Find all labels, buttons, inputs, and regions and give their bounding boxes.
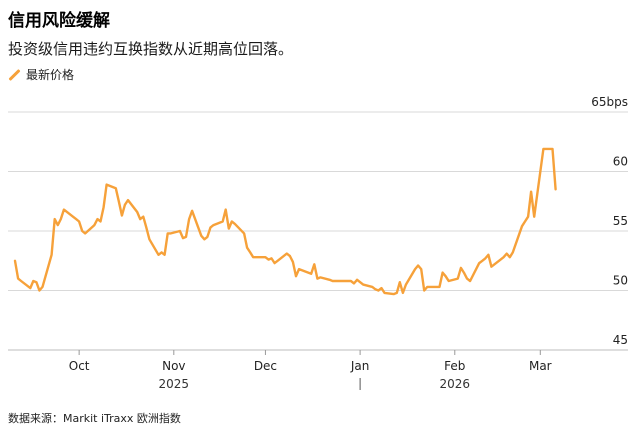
legend-label: 最新价格: [26, 68, 75, 82]
year-label: 2025: [159, 377, 190, 391]
x-tick-label: Dec: [254, 359, 277, 373]
y-tick-label: 45: [613, 333, 628, 347]
series-layer: [13, 147, 557, 296]
source-note: 数据来源：Markit iTraxx 欧洲指数: [8, 412, 181, 425]
x-tick-label: Jan: [350, 359, 370, 373]
y-tick-label: 50: [613, 274, 628, 288]
chart-title: 信用风险缓解: [8, 11, 110, 31]
x-axis-ticks: Oct Nov Dec Jan Feb Mar 2025 2026: [69, 350, 552, 391]
y-tick-label: 60: [613, 155, 628, 169]
x-tick-label: Feb: [444, 359, 465, 373]
gridlines: [8, 111, 628, 351]
y-axis-ticks: 65bps 60 55 50 45: [591, 95, 628, 347]
y-tick-label: 55: [613, 214, 628, 228]
chart-subtitle: 投资级信用违约互换指数从近期高位回落。: [8, 40, 294, 58]
legend: 最新价格: [8, 66, 74, 83]
x-tick-label: Nov: [162, 359, 185, 373]
x-tick-label: Oct: [69, 359, 90, 373]
year-label: 2026: [440, 377, 471, 391]
series-line-0: [13, 147, 557, 296]
y-tick-label: 65bps: [591, 95, 628, 109]
x-tick-label: Mar: [529, 359, 552, 373]
